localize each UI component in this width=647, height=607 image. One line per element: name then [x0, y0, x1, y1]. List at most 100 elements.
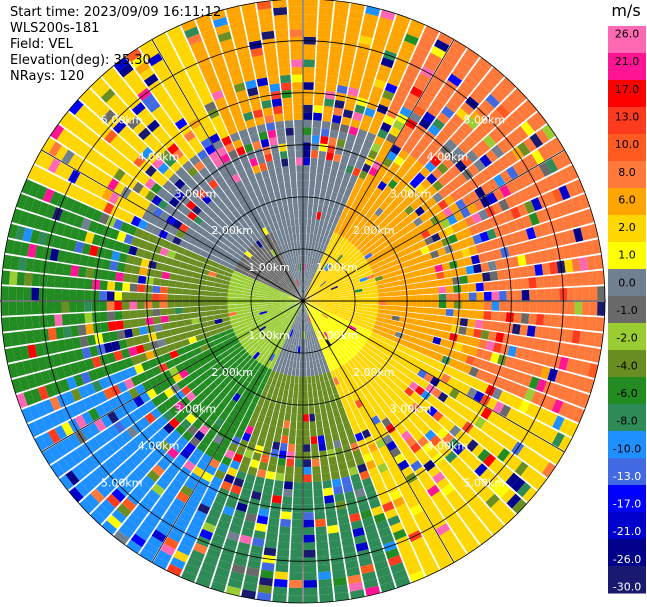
range-gate-cell	[516, 482, 532, 498]
range-gate-cell	[347, 505, 359, 515]
range-gate-cell	[174, 301, 183, 308]
range-gate-cell	[254, 188, 263, 198]
range-gate-cell	[471, 378, 483, 390]
range-gate-cell	[578, 392, 590, 409]
range-gate-cell	[227, 193, 237, 203]
range-gate-cell	[70, 388, 82, 402]
range-gate-cell	[121, 497, 137, 512]
range-gate-cell	[199, 344, 209, 353]
range-gate-cell	[247, 236, 256, 245]
range-gate-cell	[233, 477, 245, 488]
range-gate-cell	[403, 376, 413, 387]
range-gate-cell	[479, 120, 494, 134]
range-gate-cell	[8, 286, 17, 301]
range-gate-cell	[256, 334, 264, 342]
range-gate-cell	[82, 192, 95, 206]
range-gate-cell	[389, 162, 401, 173]
range-gate-cell	[235, 121, 247, 132]
range-gate-cell	[183, 130, 196, 142]
range-gate-cell	[404, 194, 415, 205]
range-gate-cell	[214, 494, 227, 506]
range-gate-cell	[222, 320, 232, 327]
range-gate-cell	[318, 317, 325, 324]
range-gate-cell	[298, 338, 301, 347]
range-gate-cell	[329, 53, 342, 63]
range-gate-cell	[448, 358, 458, 369]
range-gate-cell	[444, 451, 458, 464]
range-gate-cell	[518, 400, 531, 414]
range-gate-cell	[154, 144, 167, 157]
range-gate-cell	[350, 336, 358, 344]
range-gate-cell	[260, 327, 268, 335]
range-gate-cell	[444, 138, 458, 151]
range-gate-cell	[392, 173, 403, 184]
range-gate-cell	[258, 461, 268, 471]
range-gate-cell	[260, 338, 268, 346]
range-gate-cell	[215, 24, 230, 36]
range-gate-cell	[305, 255, 308, 264]
range-gate-cell	[248, 336, 256, 344]
range-gate-cell	[63, 197, 76, 211]
range-gate-cell	[545, 175, 558, 190]
range-gate-cell	[275, 29, 289, 39]
range-gate-cell	[303, 368, 307, 377]
range-gate-cell	[239, 322, 248, 329]
range-gate-cell	[416, 491, 430, 504]
range-gate-cell	[309, 304, 317, 308]
range-gate-cell	[329, 314, 337, 320]
range-gate-cell	[225, 498, 237, 509]
range-gate-cell	[305, 346, 309, 354]
field-label: Field: VEL	[10, 37, 73, 52]
range-gate-cell	[303, 406, 309, 415]
range-gate-cell	[205, 75, 219, 87]
range-gate-cell	[130, 375, 142, 387]
range-gate-cell	[70, 325, 80, 337]
range-gate-cell	[387, 179, 398, 190]
range-gate-cell	[362, 290, 371, 295]
range-gate-cell	[109, 134, 123, 149]
range-gate-cell	[498, 433, 512, 447]
range-gate-cell	[569, 344, 579, 359]
range-gate-cell	[409, 177, 421, 189]
colorbar-tick-label: 21.0	[615, 55, 640, 68]
range-gate-cell	[480, 420, 493, 434]
range-gate-cell	[367, 442, 378, 453]
range-gate-cell	[194, 430, 205, 442]
range-gate-cell	[266, 308, 275, 313]
range-gate-cell	[399, 255, 409, 263]
range-gate-cell	[407, 356, 418, 365]
range-gate-cell	[176, 320, 185, 328]
range-gate-cell	[472, 63, 488, 78]
range-gate-cell	[244, 264, 253, 271]
range-gate-cell	[397, 372, 407, 382]
range-gate-cell	[336, 244, 343, 252]
range-gate-cell	[227, 100, 240, 111]
range-gate-cell	[206, 341, 216, 349]
range-gate-cell	[512, 177, 525, 191]
range-gate-cell	[296, 421, 303, 430]
range-gate-cell	[155, 66, 171, 79]
range-gate-cell	[278, 450, 287, 459]
range-gate-cell	[229, 335, 238, 343]
range-gate-cell	[279, 442, 288, 452]
range-gate-cell	[406, 454, 418, 466]
range-gate-cell	[303, 421, 310, 430]
range-gate-cell	[217, 401, 228, 411]
range-gate-cell	[284, 242, 290, 251]
range-gate-cell	[151, 483, 165, 496]
range-gate-cell	[361, 180, 371, 190]
range-gate-cell	[290, 51, 303, 60]
range-gate-cell	[283, 488, 293, 497]
range-gate-cell	[521, 289, 530, 301]
range-gate-cell	[365, 325, 374, 332]
range-gate-cell	[159, 301, 168, 309]
range-gate-cell	[320, 314, 328, 320]
range-gate-cell	[321, 120, 331, 130]
range-gate-cell	[328, 532, 340, 542]
range-gate-cell	[130, 318, 139, 328]
range-gate-cell	[311, 383, 317, 392]
range-gate-cell	[209, 220, 219, 230]
range-gate-cell	[272, 337, 279, 346]
range-gate-cell	[318, 301, 326, 304]
range-gate-cell	[489, 66, 505, 82]
